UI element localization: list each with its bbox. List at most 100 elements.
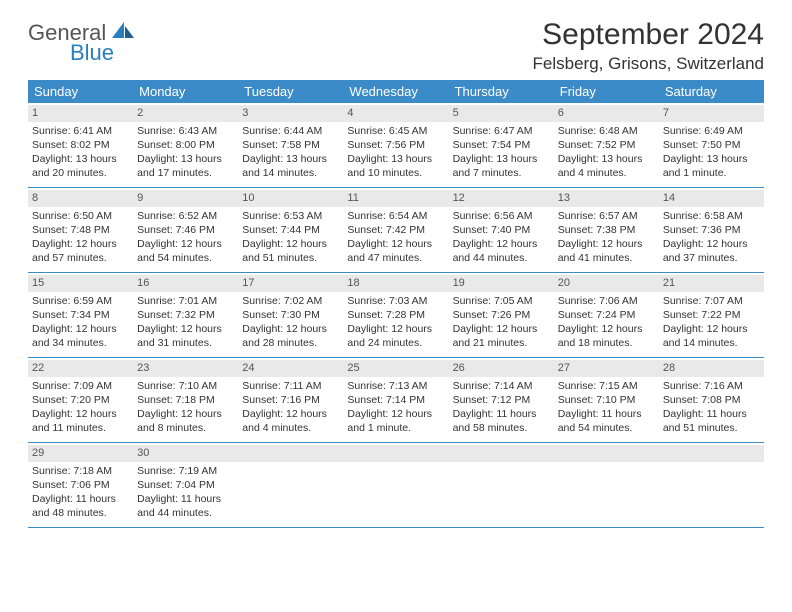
day-day1: Daylight: 12 hours — [453, 322, 550, 336]
day-cell: 17Sunrise: 7:02 AMSunset: 7:30 PMDayligh… — [238, 273, 343, 357]
day-sunrise: Sunrise: 6:59 AM — [32, 294, 129, 308]
day-day2: and 47 minutes. — [347, 251, 444, 265]
day-cell — [238, 443, 343, 527]
day-sunrise: Sunrise: 6:47 AM — [453, 124, 550, 138]
day-number — [238, 445, 343, 462]
day-number: 16 — [133, 275, 238, 292]
day-number — [449, 445, 554, 462]
day-day2: and 54 minutes. — [137, 251, 234, 265]
day-sunset: Sunset: 7:58 PM — [242, 138, 339, 152]
day-day1: Daylight: 11 hours — [453, 407, 550, 421]
day-sunrise: Sunrise: 7:11 AM — [242, 379, 339, 393]
day-number: 30 — [133, 445, 238, 462]
day-number: 12 — [449, 190, 554, 207]
day-sunset: Sunset: 7:48 PM — [32, 223, 129, 237]
day-day1: Daylight: 13 hours — [663, 152, 760, 166]
day-sunrise: Sunrise: 7:06 AM — [558, 294, 655, 308]
day-sunset: Sunset: 7:04 PM — [137, 478, 234, 492]
day-sunrise: Sunrise: 6:56 AM — [453, 209, 550, 223]
day-cell: 5Sunrise: 6:47 AMSunset: 7:54 PMDaylight… — [449, 103, 554, 187]
day-cell: 28Sunrise: 7:16 AMSunset: 7:08 PMDayligh… — [659, 358, 764, 442]
day-number: 24 — [238, 360, 343, 377]
day-day1: Daylight: 12 hours — [242, 322, 339, 336]
day-cell: 13Sunrise: 6:57 AMSunset: 7:38 PMDayligh… — [554, 188, 659, 272]
day-cell: 14Sunrise: 6:58 AMSunset: 7:36 PMDayligh… — [659, 188, 764, 272]
day-sunrise: Sunrise: 6:53 AM — [242, 209, 339, 223]
day-number: 17 — [238, 275, 343, 292]
day-sunset: Sunset: 7:52 PM — [558, 138, 655, 152]
day-number: 5 — [449, 105, 554, 122]
day-sunrise: Sunrise: 6:50 AM — [32, 209, 129, 223]
day-day1: Daylight: 12 hours — [663, 237, 760, 251]
day-cell — [659, 443, 764, 527]
day-day2: and 41 minutes. — [558, 251, 655, 265]
day-number: 28 — [659, 360, 764, 377]
day-sunset: Sunset: 7:34 PM — [32, 308, 129, 322]
day-sunset: Sunset: 7:16 PM — [242, 393, 339, 407]
day-number: 8 — [28, 190, 133, 207]
day-sunrise: Sunrise: 7:07 AM — [663, 294, 760, 308]
calendar: Sunday Monday Tuesday Wednesday Thursday… — [28, 80, 764, 528]
day-number: 14 — [659, 190, 764, 207]
day-sunset: Sunset: 7:38 PM — [558, 223, 655, 237]
day-cell: 20Sunrise: 7:06 AMSunset: 7:24 PMDayligh… — [554, 273, 659, 357]
day-day2: and 28 minutes. — [242, 336, 339, 350]
day-number: 9 — [133, 190, 238, 207]
day-sunrise: Sunrise: 6:54 AM — [347, 209, 444, 223]
day-number: 11 — [343, 190, 448, 207]
day-number: 22 — [28, 360, 133, 377]
day-sunset: Sunset: 7:06 PM — [32, 478, 129, 492]
day-day2: and 48 minutes. — [32, 506, 129, 520]
day-cell: 8Sunrise: 6:50 AMSunset: 7:48 PMDaylight… — [28, 188, 133, 272]
day-day1: Daylight: 12 hours — [663, 322, 760, 336]
day-day2: and 1 minute. — [347, 421, 444, 435]
day-number: 21 — [659, 275, 764, 292]
day-sunset: Sunset: 7:08 PM — [663, 393, 760, 407]
dow-monday: Monday — [133, 80, 238, 103]
day-sunset: Sunset: 7:26 PM — [453, 308, 550, 322]
day-day1: Daylight: 11 hours — [663, 407, 760, 421]
day-sunrise: Sunrise: 7:10 AM — [137, 379, 234, 393]
day-number: 13 — [554, 190, 659, 207]
day-day2: and 51 minutes. — [242, 251, 339, 265]
day-sunset: Sunset: 8:00 PM — [137, 138, 234, 152]
day-number: 10 — [238, 190, 343, 207]
location-text: Felsberg, Grisons, Switzerland — [533, 54, 764, 74]
day-sunset: Sunset: 7:22 PM — [663, 308, 760, 322]
day-number — [659, 445, 764, 462]
day-day2: and 14 minutes. — [242, 166, 339, 180]
dow-wednesday: Wednesday — [343, 80, 448, 103]
day-sunset: Sunset: 7:18 PM — [137, 393, 234, 407]
day-sunset: Sunset: 7:30 PM — [242, 308, 339, 322]
day-cell: 25Sunrise: 7:13 AMSunset: 7:14 PMDayligh… — [343, 358, 448, 442]
day-cell: 11Sunrise: 6:54 AMSunset: 7:42 PMDayligh… — [343, 188, 448, 272]
day-cell: 27Sunrise: 7:15 AMSunset: 7:10 PMDayligh… — [554, 358, 659, 442]
day-cell — [449, 443, 554, 527]
day-sunrise: Sunrise: 7:18 AM — [32, 464, 129, 478]
day-sunrise: Sunrise: 7:03 AM — [347, 294, 444, 308]
day-day2: and 34 minutes. — [32, 336, 129, 350]
day-sunset: Sunset: 7:28 PM — [347, 308, 444, 322]
day-day2: and 37 minutes. — [663, 251, 760, 265]
day-sunrise: Sunrise: 7:14 AM — [453, 379, 550, 393]
day-cell — [343, 443, 448, 527]
day-sunset: Sunset: 7:32 PM — [137, 308, 234, 322]
day-day1: Daylight: 11 hours — [558, 407, 655, 421]
day-cell: 2Sunrise: 6:43 AMSunset: 8:00 PMDaylight… — [133, 103, 238, 187]
day-sunset: Sunset: 7:24 PM — [558, 308, 655, 322]
dow-sunday: Sunday — [28, 80, 133, 103]
day-cell: 4Sunrise: 6:45 AMSunset: 7:56 PMDaylight… — [343, 103, 448, 187]
day-day2: and 7 minutes. — [453, 166, 550, 180]
day-day1: Daylight: 12 hours — [137, 322, 234, 336]
week-row: 8 Sunrise: 6:50 AMSunset: 7:48 PM Daylight… — [28, 188, 764, 273]
day-day2: and 58 minutes. — [453, 421, 550, 435]
week-row: 1Sunrise: 6:41 AMSunset: 8:02 PMDaylight… — [28, 103, 764, 188]
day-day2: and 4 minutes. — [558, 166, 655, 180]
day-sunrise: Sunrise: 7:01 AM — [137, 294, 234, 308]
day-sunrise: Sunrise: 6:45 AM — [347, 124, 444, 138]
day-cell: 9Sunrise: 6:52 AMSunset: 7:46 PMDaylight… — [133, 188, 238, 272]
day-day1: Daylight: 12 hours — [242, 237, 339, 251]
day-cell: 15Sunrise: 6:59 AMSunset: 7:34 PMDayligh… — [28, 273, 133, 357]
day-cell: 1Sunrise: 6:41 AMSunset: 8:02 PMDaylight… — [28, 103, 133, 187]
dow-tuesday: Tuesday — [238, 80, 343, 103]
